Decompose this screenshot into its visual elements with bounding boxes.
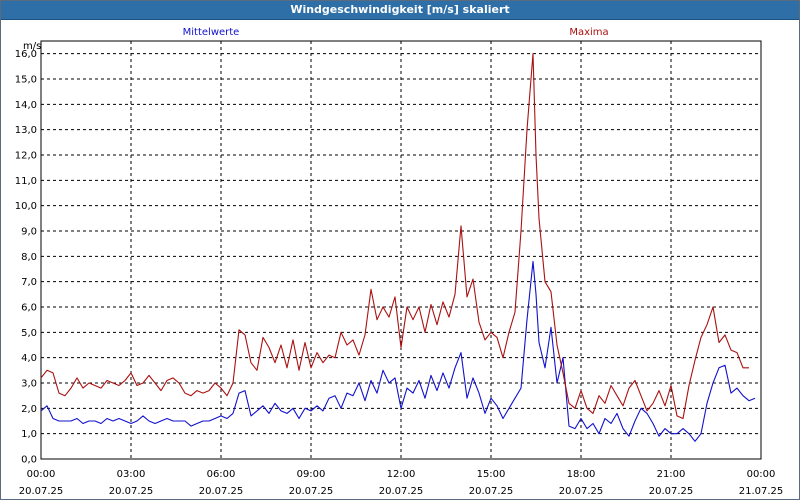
- y-tick-label: 14,0: [15, 100, 37, 111]
- legend-maxima: Maxima: [569, 27, 608, 38]
- x-tick-date: 20.07.25: [109, 486, 154, 497]
- x-tick-time: 21:00: [657, 469, 686, 480]
- y-tick-label: 2,0: [21, 404, 37, 415]
- legend-mittelwerte: Mittelwerte: [183, 27, 240, 38]
- x-tick-time: 09:00: [297, 469, 326, 480]
- x-tick-time: 06:00: [207, 469, 236, 480]
- x-tick-time: 18:00: [567, 469, 596, 480]
- x-tick-date: 20.07.25: [469, 486, 514, 497]
- x-tick-time: 15:00: [477, 469, 506, 480]
- y-tick-label: 3,0: [21, 379, 37, 390]
- y-tick-label: 10,0: [15, 201, 37, 212]
- y-tick-label: 4,0: [21, 353, 37, 364]
- x-tick-time: 00:00: [27, 469, 56, 480]
- x-tick-date: 20.07.25: [379, 486, 424, 497]
- y-tick-label: 11,0: [15, 176, 37, 187]
- y-tick-label: 9,0: [21, 227, 37, 238]
- plot-border: [40, 40, 762, 460]
- x-tick-date: 20.07.25: [289, 486, 334, 497]
- y-tick-label: 12,0: [15, 151, 37, 162]
- y-tick-label: 8,0: [21, 252, 37, 263]
- x-tick-time: 00:00: [747, 469, 776, 480]
- series-line-maxima: [40, 53, 749, 420]
- x-tick-date: 20.07.25: [649, 486, 694, 497]
- y-axis-label: m/s: [23, 41, 41, 52]
- y-tick-label: 7,0: [21, 277, 37, 288]
- y-tick-label: 6,0: [21, 303, 37, 314]
- x-tick-time: 03:00: [117, 469, 146, 480]
- x-tick-date: 20.07.25: [559, 486, 604, 497]
- x-tick-time: 12:00: [387, 469, 416, 480]
- y-tick-label: 0,0: [21, 455, 37, 466]
- y-tick-label: 16,0: [15, 49, 37, 60]
- y-tick-label: 15,0: [15, 75, 37, 86]
- y-tick-label: 13,0: [15, 125, 37, 136]
- series-line-mittelwerte: [40, 260, 756, 442]
- y-tick-label: 5,0: [21, 328, 37, 339]
- y-tick-label: 1,0: [21, 429, 37, 440]
- window-title: Windgeschwindigkeit [m/s] skaliert: [1, 1, 799, 20]
- x-tick-date: 21.07.25: [739, 486, 784, 497]
- x-tick-date: 20.07.25: [19, 486, 64, 497]
- x-tick-date: 20.07.25: [199, 486, 244, 497]
